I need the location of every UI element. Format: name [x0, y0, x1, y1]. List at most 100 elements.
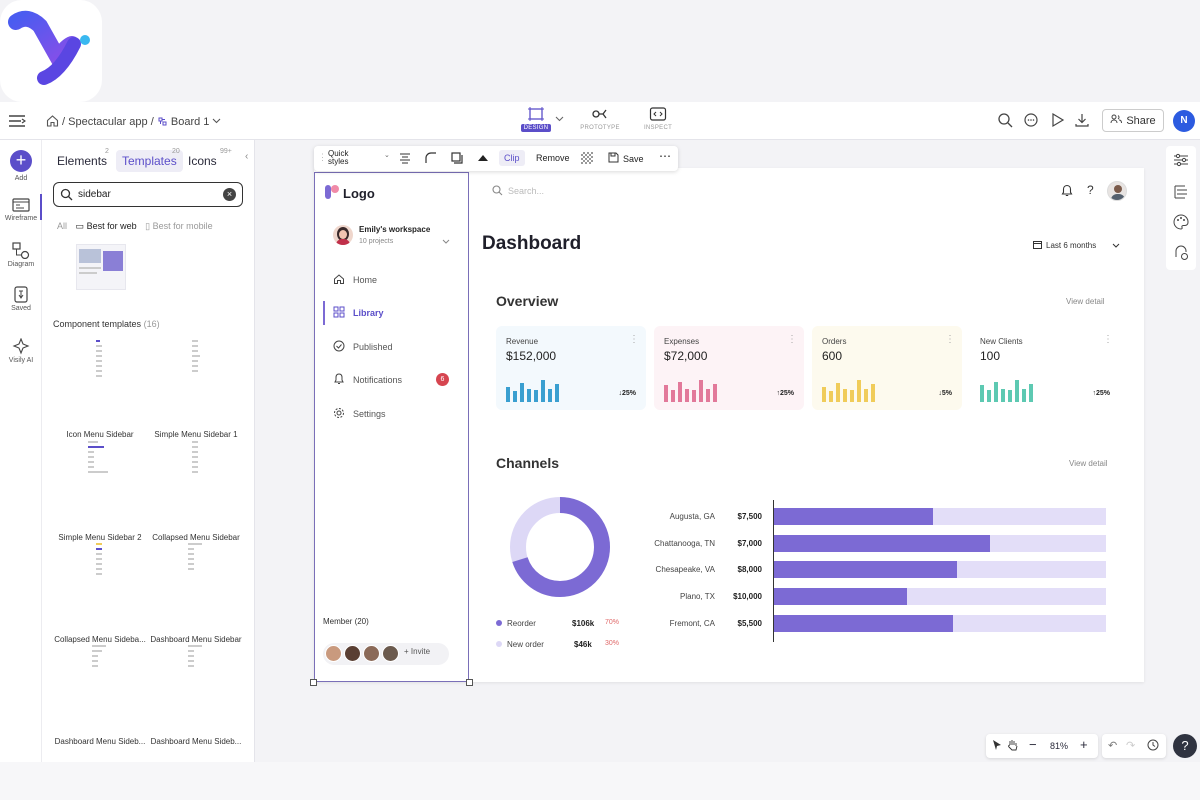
chevron-down-icon[interactable]: ⌄	[384, 152, 390, 159]
pointer-icon[interactable]	[992, 739, 1002, 753]
collapse-panel-icon[interactable]: ‹	[245, 151, 249, 162]
resize-handle[interactable]	[466, 679, 473, 686]
rail-saved[interactable]: Saved	[0, 286, 42, 312]
template-card[interactable]: Dashboard Menu Sideb...	[148, 642, 244, 746]
workspace-name[interactable]: Emily's workspace	[359, 225, 431, 234]
filter-all[interactable]: All	[57, 221, 68, 231]
hand-icon[interactable]	[1007, 739, 1018, 753]
nav-settings[interactable]: Settings	[333, 407, 386, 421]
clip-button[interactable]: Clip	[499, 150, 525, 166]
invite-button[interactable]: + Invite	[404, 647, 430, 656]
member-avatar[interactable]	[344, 645, 361, 662]
filter-web[interactable]: ▭ Best for web	[76, 221, 137, 231]
shadow-icon[interactable]	[451, 152, 463, 166]
member-avatar[interactable]	[363, 645, 380, 662]
search-icon[interactable]	[997, 112, 1013, 131]
template-card[interactable]: Simple Menu Sidebar 1	[148, 337, 244, 439]
drag-handle-icon[interactable]: ⋮	[318, 152, 327, 162]
template-thumbnail[interactable]	[76, 244, 126, 290]
template-card[interactable]: Collapsed Menu Sideba...	[52, 540, 148, 644]
more-vertical-icon[interactable]: ⋮	[787, 334, 797, 345]
align-icon[interactable]	[399, 152, 411, 166]
settings-sliders-icon[interactable]	[1173, 153, 1189, 170]
tab-templates[interactable]: Templates 20	[116, 148, 183, 172]
corner-radius-icon[interactable]	[425, 152, 437, 166]
more-vertical-icon[interactable]: ⋮	[629, 334, 639, 345]
element-toolbar: ⋮ Quick styles ⌄ Clip Remove Save ⋯	[314, 146, 678, 171]
transparency-icon[interactable]	[581, 152, 593, 164]
help-icon[interactable]: ?	[1087, 183, 1094, 197]
nav-library[interactable]: Library	[333, 306, 384, 320]
tab-icons[interactable]: Icons 99+	[188, 148, 232, 168]
nav-published[interactable]: Published	[333, 340, 393, 354]
template-card[interactable]: Icon Menu Sidebar	[52, 337, 148, 439]
template-card[interactable]: Simple Menu Sidebar 2	[52, 438, 148, 542]
kpi-card[interactable]: Revenue $152,000 ⋮ ↓25%	[496, 326, 646, 410]
kpi-label: Revenue	[506, 337, 539, 346]
undo-icon[interactable]: ↶	[1108, 740, 1118, 752]
view-detail-link[interactable]: View detail	[1069, 459, 1108, 468]
member-avatar[interactable]	[325, 645, 342, 662]
rail-add[interactable]: + Add	[0, 150, 42, 182]
quick-styles-button[interactable]: Quick styles	[328, 149, 349, 166]
template-card[interactable]: Dashboard Menu Sideb...	[52, 642, 148, 746]
chevron-down-icon[interactable]	[442, 233, 450, 247]
more-vertical-icon[interactable]: ⋮	[945, 334, 955, 345]
rail-visily-ai[interactable]: Visily AI	[0, 338, 42, 364]
home-icon[interactable]	[46, 114, 59, 130]
chevron-down-icon[interactable]	[555, 111, 564, 125]
rail-wireframe[interactable]: Wireframe	[0, 197, 42, 222]
resize-handle[interactable]	[310, 679, 317, 686]
nav-notifications[interactable]: Notifications	[333, 373, 402, 387]
nav-home[interactable]: Home	[333, 273, 377, 287]
member-avatar[interactable]	[382, 645, 399, 662]
component-settings-icon[interactable]	[1173, 245, 1189, 264]
chevron-down-icon[interactable]	[212, 115, 221, 127]
template-card[interactable]: Collapsed Menu Sidebar	[148, 438, 244, 542]
save-button[interactable]: Save	[608, 152, 644, 165]
template-card[interactable]: Dashboard Menu Sidebar	[148, 540, 244, 644]
view-detail-link[interactable]: View detail	[1066, 297, 1105, 306]
kpi-card[interactable]: New Clients 100 ⋮ ↑25%	[970, 326, 1120, 410]
zoom-out-button[interactable]: −	[1029, 737, 1037, 752]
palette-icon[interactable]	[1173, 214, 1189, 233]
help-button[interactable]: ?	[1173, 734, 1197, 758]
mode-prototype[interactable]: PROTOTYPE	[574, 105, 626, 139]
history-icon[interactable]	[1147, 739, 1159, 754]
bell-icon[interactable]	[1061, 184, 1073, 200]
mode-inspect[interactable]: INSPECT	[632, 105, 684, 139]
breadcrumb-project[interactable]: Spectacular app	[68, 116, 148, 128]
more-icon[interactable]: ⋯	[659, 149, 671, 163]
comment-icon[interactable]	[1023, 112, 1039, 131]
mobile-icon: ▯	[145, 221, 151, 231]
template-search[interactable]: sidebar ×	[53, 182, 243, 207]
selected-sidebar[interactable]: Logo Emily's workspace 10 projects Home …	[314, 172, 469, 682]
more-vertical-icon[interactable]: ⋮	[1103, 334, 1113, 345]
mode-design[interactable]: DESIGN	[510, 105, 562, 139]
kpi-card[interactable]: Orders 600 ⋮ ↓5%	[812, 326, 962, 410]
breadcrumb-board[interactable]: Board 1	[170, 116, 210, 128]
tab-elements[interactable]: Elements 2	[57, 148, 109, 168]
download-icon[interactable]	[1074, 112, 1090, 131]
share-button[interactable]: Share	[1102, 109, 1164, 132]
zoom-level[interactable]: 81%	[1050, 741, 1069, 751]
frame-search-input[interactable]: Search...	[508, 186, 545, 196]
filter-mobile[interactable]: ▯ Best for mobile	[145, 221, 213, 231]
redo-icon[interactable]: ↷	[1126, 740, 1136, 752]
date-range-select[interactable]: Last 6 months	[1033, 240, 1120, 251]
menu-icon[interactable]	[8, 113, 27, 132]
play-icon[interactable]	[1049, 112, 1065, 131]
rail-diagram[interactable]: Diagram	[0, 242, 42, 268]
remove-button[interactable]: Remove	[536, 153, 570, 163]
template-name: Simple Menu Sidebar 2	[58, 533, 142, 542]
fill-icon[interactable]	[477, 152, 489, 166]
channels-donut-chart	[510, 497, 610, 597]
layers-icon[interactable]	[1173, 184, 1189, 203]
user-avatar[interactable]: N	[1173, 110, 1195, 132]
nav-label: Home	[353, 275, 378, 285]
clear-search-icon[interactable]: ×	[223, 188, 236, 201]
user-avatar[interactable]	[1107, 181, 1127, 201]
tab-count: 2	[105, 148, 109, 155]
zoom-in-button[interactable]: +	[1080, 737, 1088, 752]
kpi-card[interactable]: Expenses $72,000 ⋮ ↑25%	[654, 326, 804, 410]
